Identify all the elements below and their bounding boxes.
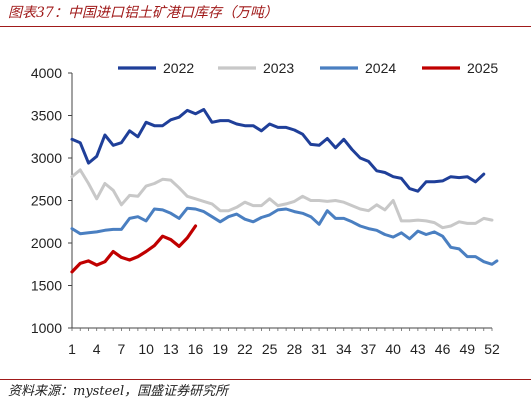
x-tick-label: 25: [262, 341, 278, 357]
y-tick-label: 3000: [31, 150, 62, 166]
legend-label-2022: 2022: [163, 60, 194, 76]
x-tick-label: 16: [188, 341, 204, 357]
chart-title: 图表37：中国进口铝土矿港口库存（万吨）: [8, 5, 278, 21]
x-tick-label: 4: [93, 341, 101, 357]
x-tick-label: 49: [460, 341, 476, 357]
series-line-2025: [70, 224, 198, 274]
x-tick-label: 40: [385, 341, 401, 357]
x-tick-label: 28: [287, 341, 303, 357]
x-tick-label: 7: [118, 341, 126, 357]
x-tick-label: 46: [435, 341, 451, 357]
legend-label-2025: 2025: [467, 60, 498, 76]
y-tick-label: 1500: [31, 278, 62, 294]
x-tick-label: 13: [163, 341, 179, 357]
x-tick-label: 1: [68, 341, 76, 357]
legend-label-2024: 2024: [365, 60, 396, 76]
x-tick-label: 22: [237, 341, 253, 357]
series-line-2023: [70, 168, 494, 230]
x-tick-label: 10: [138, 341, 154, 357]
chart-legend: 2022 2023 2024 2025: [118, 60, 498, 76]
x-tick-label: 31: [311, 341, 327, 357]
chart-axes: 1000 1500 2000 2500 3000 3500 4000 1 4 7 10 13 16 19 2…: [31, 65, 500, 357]
source-rule: [0, 379, 531, 380]
y-tick-label: 2500: [31, 193, 62, 209]
chart-series: [70, 108, 499, 274]
y-tick-label: 2000: [31, 235, 62, 251]
x-tick-label: 34: [336, 341, 352, 357]
series-line-2024: [70, 206, 499, 266]
source-note: 资料来源：mysteel，国盛证券研究所: [8, 384, 229, 399]
title-rule: [0, 26, 531, 27]
x-tick-label: 52: [484, 341, 500, 357]
x-tick-label: 37: [361, 341, 377, 357]
x-tick-label: 19: [212, 341, 228, 357]
y-tick-label: 3500: [31, 108, 62, 124]
line-chart: 1000 1500 2000 2500 3000 3500 4000 1 4 7 10 13 16 19 2…: [31, 60, 500, 357]
legend-label-2023: 2023: [263, 60, 294, 76]
series-line-2022: [70, 108, 486, 193]
y-tick-label: 4000: [31, 65, 62, 81]
x-tick-label: 43: [410, 341, 426, 357]
y-tick-label: 1000: [31, 320, 62, 336]
